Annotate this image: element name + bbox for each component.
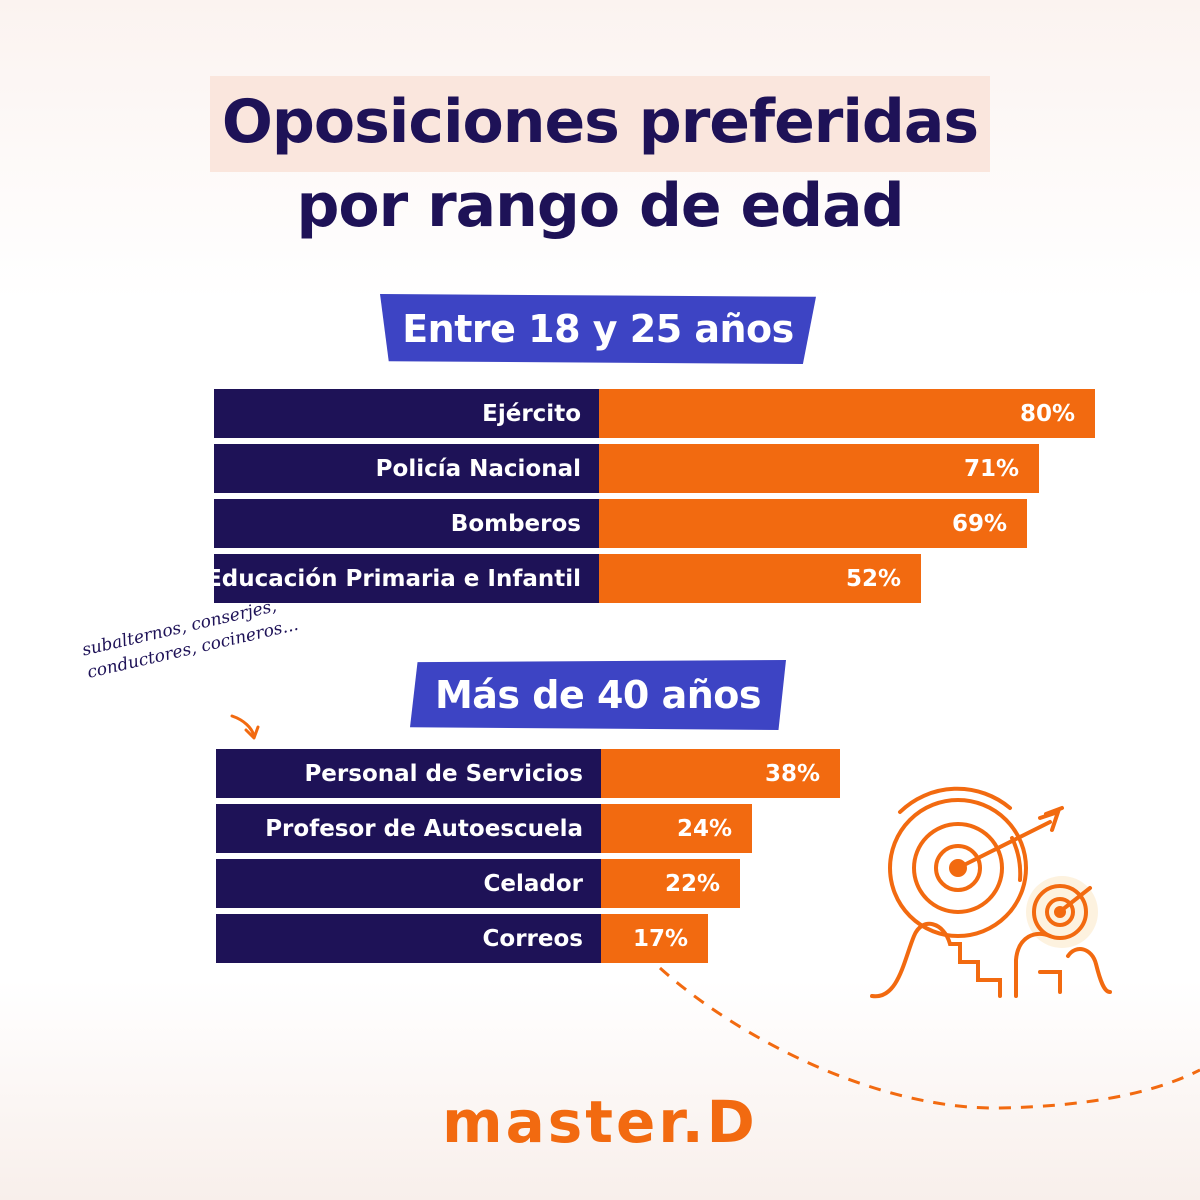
bar-category-label: Correos [216,914,601,963]
bar-value-label: 17% [632,925,688,952]
bar-category-text: Profesor de Autoescuela [265,815,583,842]
bar-category-label: Ejército [214,389,599,438]
bar-category-label: Educación Primaria e Infantil [206,554,599,603]
section-title-18-25-text: Entre 18 y 25 años [402,307,794,351]
bar: 24% [601,804,752,853]
arrow-icon [230,714,260,740]
bar-category-label: Personal de Servicios [216,749,601,798]
bar: 22% [601,859,740,908]
bar: 52% [599,554,921,603]
page-title-line-2: por rango de edad [296,171,904,241]
bar-value-label: 52% [845,565,901,592]
bar-value-label: 80% [1019,400,1075,427]
dashed-curve [658,966,1200,1110]
target-icon [870,786,1112,999]
title-highlight [210,76,990,172]
page-title-line-1: Oposiciones preferidas [221,87,979,157]
section-title-18-25: Entre 18 y 25 años [380,294,816,364]
section-title-40-plus: Más de 40 años [410,660,786,730]
bar: 69% [599,499,1027,548]
bar-category-text: Bomberos [450,510,581,537]
bar: 80% [599,389,1095,438]
bar-category-label: Bomberos [214,499,599,548]
bar-category-text: Correos [482,925,583,952]
bar-category-label: Profesor de Autoescuela [216,804,601,853]
master-d-logo: master.D [442,1088,758,1156]
bar-value-label: 69% [951,510,1007,537]
bar-category-text: Policía Nacional [375,455,581,482]
bar-category-text: Personal de Servicios [304,760,583,787]
bar-value-label: 71% [963,455,1019,482]
bar-category-text: Ejército [482,400,581,427]
bar-category-label: Celador [216,859,601,908]
bar: 17% [601,914,708,963]
bar-value-label: 22% [664,870,720,897]
bar: 38% [601,749,840,798]
bar-category-text: Educación Primaria e Infantil [206,565,581,592]
bar: 71% [599,444,1039,493]
section-title-40-plus-text: Más de 40 años [434,673,762,717]
bar-category-label: Policía Nacional [214,444,599,493]
bar-value-label: 38% [764,760,820,787]
bar-category-text: Celador [483,870,584,897]
bar-value-label: 24% [676,815,732,842]
